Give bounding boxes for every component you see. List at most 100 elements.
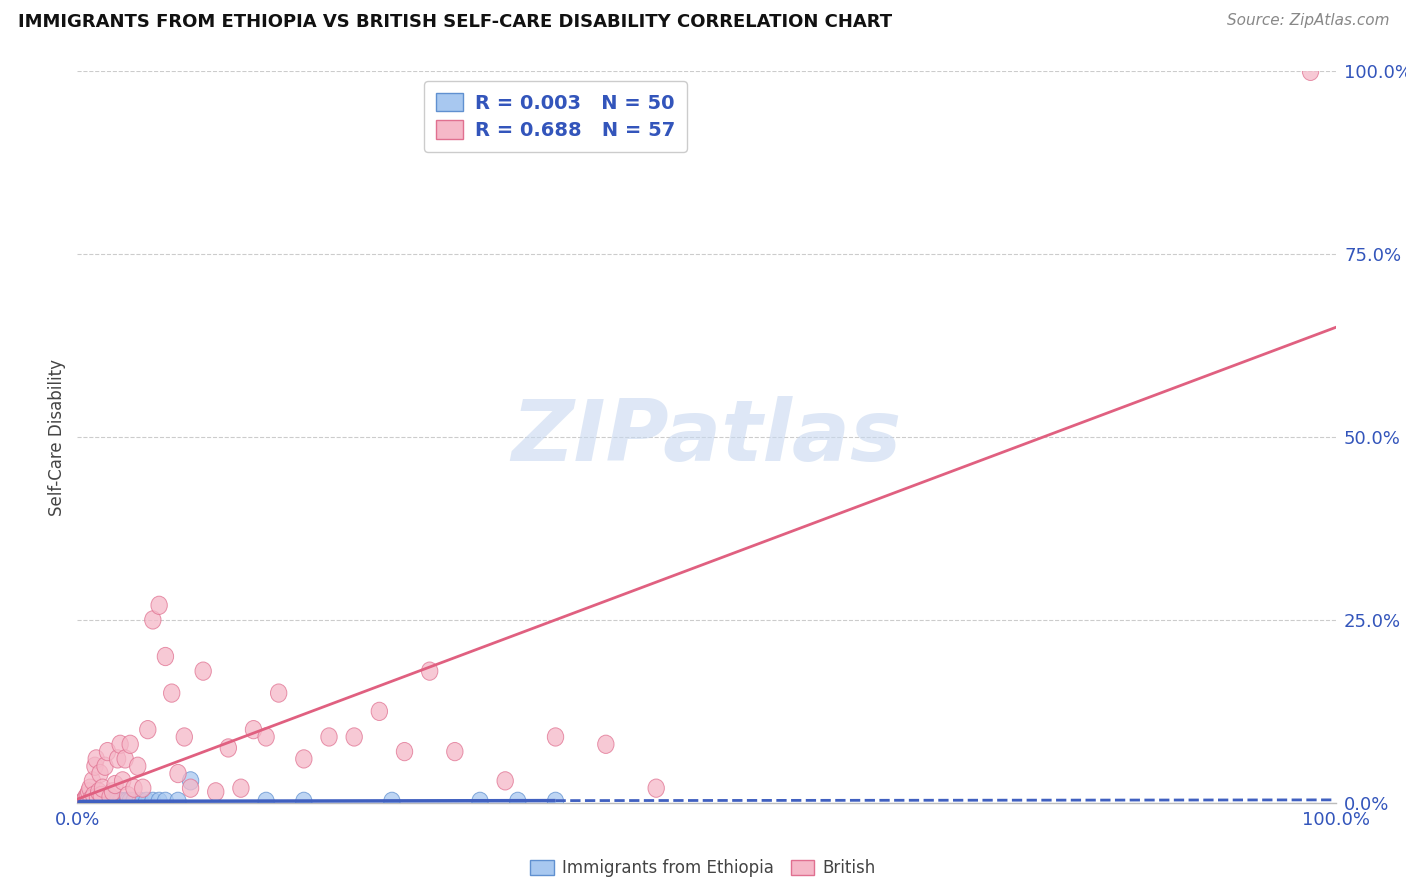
Ellipse shape	[91, 792, 108, 811]
Ellipse shape	[125, 779, 142, 797]
Ellipse shape	[648, 779, 665, 797]
Ellipse shape	[86, 787, 101, 805]
Ellipse shape	[90, 792, 105, 811]
Legend: Immigrants from Ethiopia, British: Immigrants from Ethiopia, British	[524, 853, 882, 884]
Ellipse shape	[79, 787, 96, 805]
Ellipse shape	[122, 792, 138, 811]
Ellipse shape	[547, 728, 564, 746]
Ellipse shape	[105, 792, 122, 811]
Ellipse shape	[100, 742, 115, 761]
Ellipse shape	[90, 792, 107, 811]
Ellipse shape	[84, 792, 101, 811]
Ellipse shape	[104, 792, 121, 811]
Ellipse shape	[176, 728, 193, 746]
Ellipse shape	[82, 779, 98, 797]
Ellipse shape	[94, 779, 111, 797]
Ellipse shape	[80, 782, 97, 801]
Ellipse shape	[90, 782, 107, 801]
Ellipse shape	[120, 787, 136, 805]
Ellipse shape	[221, 739, 236, 757]
Ellipse shape	[117, 792, 134, 811]
Ellipse shape	[94, 792, 111, 811]
Ellipse shape	[90, 788, 105, 806]
Ellipse shape	[120, 792, 136, 811]
Ellipse shape	[321, 728, 337, 746]
Ellipse shape	[114, 772, 131, 790]
Ellipse shape	[245, 721, 262, 739]
Ellipse shape	[101, 792, 117, 811]
Ellipse shape	[132, 792, 149, 811]
Ellipse shape	[89, 792, 104, 811]
Ellipse shape	[472, 792, 488, 811]
Ellipse shape	[157, 648, 173, 665]
Ellipse shape	[77, 788, 94, 806]
Ellipse shape	[77, 792, 94, 811]
Ellipse shape	[76, 792, 91, 811]
Ellipse shape	[346, 728, 363, 746]
Ellipse shape	[104, 782, 121, 801]
Ellipse shape	[183, 779, 198, 797]
Ellipse shape	[208, 782, 224, 801]
Ellipse shape	[295, 750, 312, 768]
Ellipse shape	[150, 596, 167, 615]
Ellipse shape	[83, 790, 100, 808]
Ellipse shape	[371, 702, 388, 721]
Ellipse shape	[509, 792, 526, 811]
Ellipse shape	[496, 772, 513, 790]
Ellipse shape	[139, 721, 156, 739]
Ellipse shape	[112, 792, 128, 811]
Text: ZIPatlas: ZIPatlas	[512, 395, 901, 479]
Ellipse shape	[135, 779, 150, 797]
Ellipse shape	[138, 792, 155, 811]
Ellipse shape	[384, 792, 401, 811]
Ellipse shape	[129, 757, 146, 775]
Ellipse shape	[97, 757, 114, 775]
Ellipse shape	[110, 750, 125, 768]
Ellipse shape	[89, 792, 104, 811]
Ellipse shape	[125, 792, 142, 811]
Ellipse shape	[89, 750, 104, 768]
Ellipse shape	[76, 792, 91, 811]
Ellipse shape	[91, 792, 108, 811]
Ellipse shape	[145, 611, 162, 629]
Ellipse shape	[422, 662, 437, 681]
Ellipse shape	[183, 772, 198, 790]
Ellipse shape	[110, 792, 125, 811]
Ellipse shape	[122, 735, 138, 754]
Ellipse shape	[447, 742, 463, 761]
Ellipse shape	[87, 757, 103, 775]
Ellipse shape	[94, 792, 111, 811]
Legend: R = 0.003   N = 50, R = 0.688   N = 57: R = 0.003 N = 50, R = 0.688 N = 57	[425, 81, 686, 152]
Ellipse shape	[257, 728, 274, 746]
Ellipse shape	[83, 792, 100, 811]
Ellipse shape	[107, 775, 124, 794]
Ellipse shape	[90, 792, 105, 811]
Ellipse shape	[107, 792, 124, 811]
Ellipse shape	[84, 772, 101, 790]
Ellipse shape	[86, 792, 101, 811]
Ellipse shape	[547, 792, 564, 811]
Ellipse shape	[82, 792, 98, 811]
Ellipse shape	[170, 792, 186, 811]
Text: Source: ZipAtlas.com: Source: ZipAtlas.com	[1226, 13, 1389, 29]
Ellipse shape	[87, 792, 103, 811]
Ellipse shape	[77, 790, 93, 808]
Ellipse shape	[101, 788, 118, 806]
Ellipse shape	[112, 735, 128, 754]
Ellipse shape	[79, 792, 96, 811]
Ellipse shape	[93, 792, 110, 811]
Ellipse shape	[101, 792, 118, 811]
Ellipse shape	[233, 779, 249, 797]
Ellipse shape	[97, 792, 114, 811]
Ellipse shape	[91, 764, 108, 782]
Ellipse shape	[82, 792, 98, 811]
Ellipse shape	[103, 792, 120, 811]
Ellipse shape	[295, 792, 312, 811]
Ellipse shape	[114, 792, 129, 811]
Ellipse shape	[157, 792, 173, 811]
Ellipse shape	[82, 792, 98, 811]
Ellipse shape	[98, 792, 114, 811]
Ellipse shape	[257, 792, 274, 811]
Ellipse shape	[117, 750, 134, 768]
Ellipse shape	[145, 792, 162, 811]
